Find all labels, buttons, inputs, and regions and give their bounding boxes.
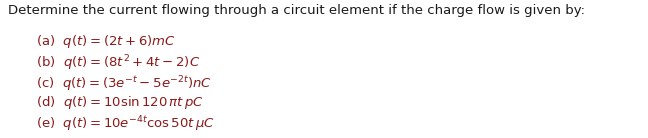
Text: Determine the current flowing through a circuit element if the charge flow is gi: Determine the current flowing through a … <box>8 4 584 17</box>
Text: (e)  $q(t) = 10e^{-4t}\cos 50t\, \mu C$: (e) $q(t) = 10e^{-4t}\cos 50t\, \mu C$ <box>36 115 214 134</box>
Text: (a)  $q(t) = (2t + 6)mC$: (a) $q(t) = (2t + 6)mC$ <box>36 33 176 50</box>
Text: (c)  $q(t) = (3e^{-t} - 5e^{-2t})nC$: (c) $q(t) = (3e^{-t} - 5e^{-2t})nC$ <box>36 74 212 94</box>
Text: (d)  $q(t) = 10\sin 120\,\pi t\, pC$: (d) $q(t) = 10\sin 120\,\pi t\, pC$ <box>36 94 203 111</box>
Text: (b)  $q(t) = (8t^2 + 4t - 2)C$: (b) $q(t) = (8t^2 + 4t - 2)C$ <box>36 54 200 73</box>
